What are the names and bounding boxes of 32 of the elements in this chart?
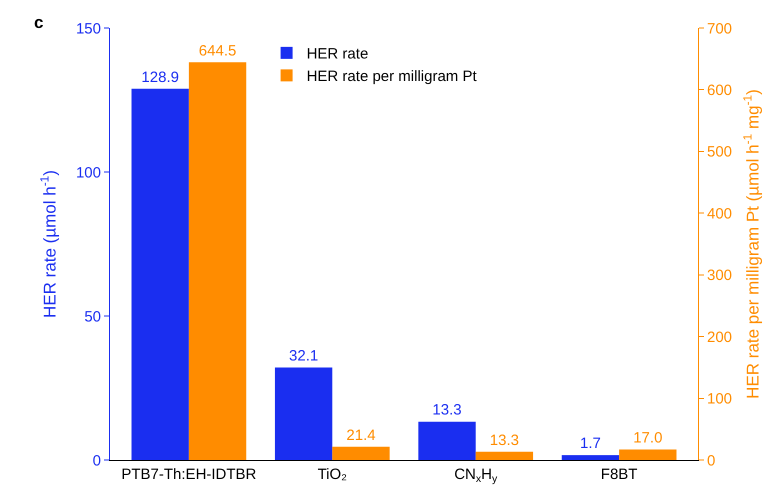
bar [418, 422, 476, 460]
bar [332, 446, 390, 460]
data-label: 13.3 [432, 402, 462, 419]
y-tick-label: 150 [76, 20, 101, 38]
data-label: 128.9 [141, 68, 179, 86]
y2-tick-label: 700 [707, 20, 732, 38]
x-tick-label: PTB7-Th:EH-IDTBR [121, 466, 257, 483]
y2-tick-label: 600 [707, 82, 732, 99]
text: c [34, 13, 44, 32]
y2-tick-label: 500 [707, 144, 732, 161]
y-tick-label: 100 [76, 164, 101, 182]
y2-tick-label: 200 [707, 328, 732, 346]
bar [476, 452, 534, 460]
y2-tick-label: 100 [707, 390, 732, 408]
legend-label: HER rate [306, 46, 368, 63]
y2-tick-label: 400 [707, 205, 732, 222]
y2-tick-label: 0 [707, 452, 716, 470]
x-tick-label: F8BT [600, 466, 638, 483]
data-label: 21.4 [346, 426, 376, 444]
y2-tick-label: 300 [707, 267, 732, 284]
data-label: 1.7 [580, 435, 601, 452]
data-label: 13.3 [490, 432, 519, 449]
data-label: 32.1 [289, 348, 318, 365]
bar [274, 368, 332, 460]
legend-label: HER rate per milligram Pt [306, 68, 478, 86]
data-label: 17.0 [633, 430, 662, 447]
data-label: 644.5 [198, 42, 236, 60]
bar [619, 450, 676, 460]
y-tick-label: 0 [92, 452, 101, 470]
y-tick-label: 50 [84, 308, 101, 326]
x-tick-label: TiO₂ [318, 466, 348, 483]
x-tick-label: CN$_{x}$H$_{y}$ [454, 466, 498, 486]
